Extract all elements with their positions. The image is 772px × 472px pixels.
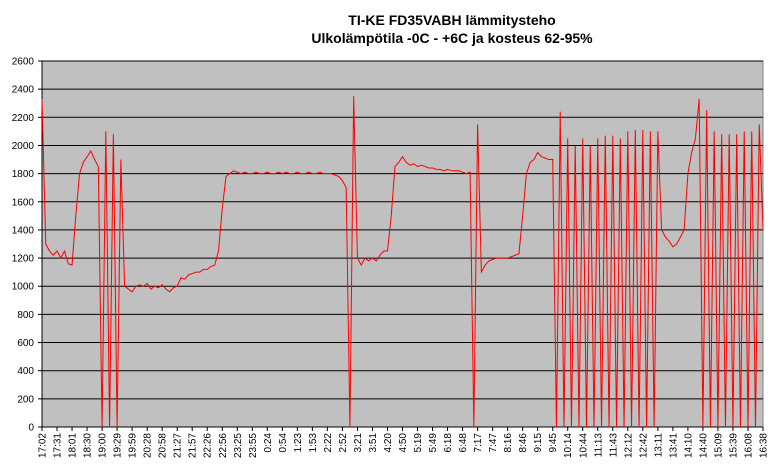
x-tick-label: 14:10 — [683, 433, 694, 458]
y-tick-label: 800 — [17, 310, 34, 321]
x-tick-label: 1:53 — [308, 433, 319, 453]
x-tick-label: 4:50 — [398, 433, 409, 453]
y-tick-label: 1200 — [12, 254, 35, 265]
x-tick-label: 5:49 — [428, 433, 439, 453]
x-tick-label: 19:59 — [128, 433, 139, 458]
x-tick-label: 7:17 — [473, 433, 484, 453]
x-tick-label: 2:22 — [323, 433, 334, 453]
y-tick-label: 1800 — [12, 169, 35, 180]
y-tick-label: 200 — [17, 394, 34, 405]
chart-title: TI-KE FD35VABH lämmitysteho — [348, 12, 555, 28]
x-tick-label: 9:15 — [533, 433, 544, 453]
x-tick-label: 11:13 — [593, 433, 604, 458]
x-tick-label: 15:09 — [713, 433, 724, 458]
y-tick-label: 600 — [17, 338, 34, 349]
x-tick-label: 13:41 — [668, 433, 679, 458]
y-tick-label: 2400 — [12, 85, 35, 96]
x-tick-label: 12:42 — [638, 433, 649, 458]
x-tick-label: 22:56 — [218, 433, 229, 458]
x-tick-label: 19:00 — [98, 433, 109, 458]
x-tick-label: 4:20 — [383, 433, 394, 453]
x-tick-label: 22:26 — [203, 433, 214, 458]
y-tick-label: 2000 — [12, 141, 35, 152]
x-tick-label: 15:39 — [728, 433, 739, 458]
x-tick-label: 18:01 — [68, 433, 79, 458]
x-tick-label: 17:31 — [53, 433, 64, 458]
data-line — [41, 96, 764, 428]
x-tick-label: 5:19 — [413, 433, 424, 453]
x-tick-label: 3:21 — [353, 433, 364, 453]
x-tick-label: 16:38 — [759, 433, 770, 458]
x-tick-label: 23:25 — [233, 433, 244, 458]
x-tick-label: 20:58 — [158, 433, 169, 458]
x-tick-label: 6:18 — [443, 433, 454, 453]
y-tick-label: 2200 — [12, 113, 35, 124]
x-tick-label: 0:24 — [263, 433, 274, 453]
x-tick-label: 3:51 — [368, 433, 379, 453]
x-tick-label: 18:30 — [83, 433, 94, 458]
x-tick-label: 7:47 — [488, 433, 499, 453]
plot-area — [41, 60, 764, 428]
x-tick-label: 21:57 — [188, 433, 199, 458]
x-tick-label: 8:46 — [518, 433, 529, 453]
x-tick-label: 14:40 — [698, 433, 709, 458]
y-tick-label: 1400 — [12, 225, 35, 236]
x-tick-label: 6:48 — [458, 433, 469, 453]
x-tick-label: 10:44 — [578, 433, 589, 458]
x-tick-label: 17:02 — [38, 433, 49, 458]
x-tick-label: 8:16 — [503, 433, 514, 453]
x-tick-label: 1:23 — [293, 433, 304, 453]
y-tick-label: 1000 — [12, 282, 35, 293]
chart-subtitle: Ulkolämpötila -0C - +6C ja kosteus 62-95… — [311, 30, 593, 46]
x-tick-label: 0:54 — [278, 433, 289, 453]
y-tick-label: 0 — [28, 423, 34, 434]
x-tick-label: 10:14 — [563, 433, 574, 458]
y-tick-label: 400 — [17, 366, 34, 377]
y-tick-label: 2600 — [12, 57, 35, 68]
x-tick-label: 2:52 — [338, 433, 349, 453]
x-tick-label: 21:27 — [173, 433, 184, 458]
x-tick-label: 16:08 — [743, 433, 754, 458]
x-tick-label: 23:55 — [248, 433, 259, 458]
y-tick-label: 1600 — [12, 197, 35, 208]
x-tick-label: 9:45 — [548, 433, 559, 453]
x-tick-label: 12:12 — [623, 433, 634, 458]
x-tick-label: 13:11 — [653, 433, 664, 458]
x-tick-label: 11:43 — [608, 433, 619, 458]
x-tick-label: 19:29 — [113, 433, 124, 458]
x-tick-label: 20:28 — [143, 433, 154, 458]
